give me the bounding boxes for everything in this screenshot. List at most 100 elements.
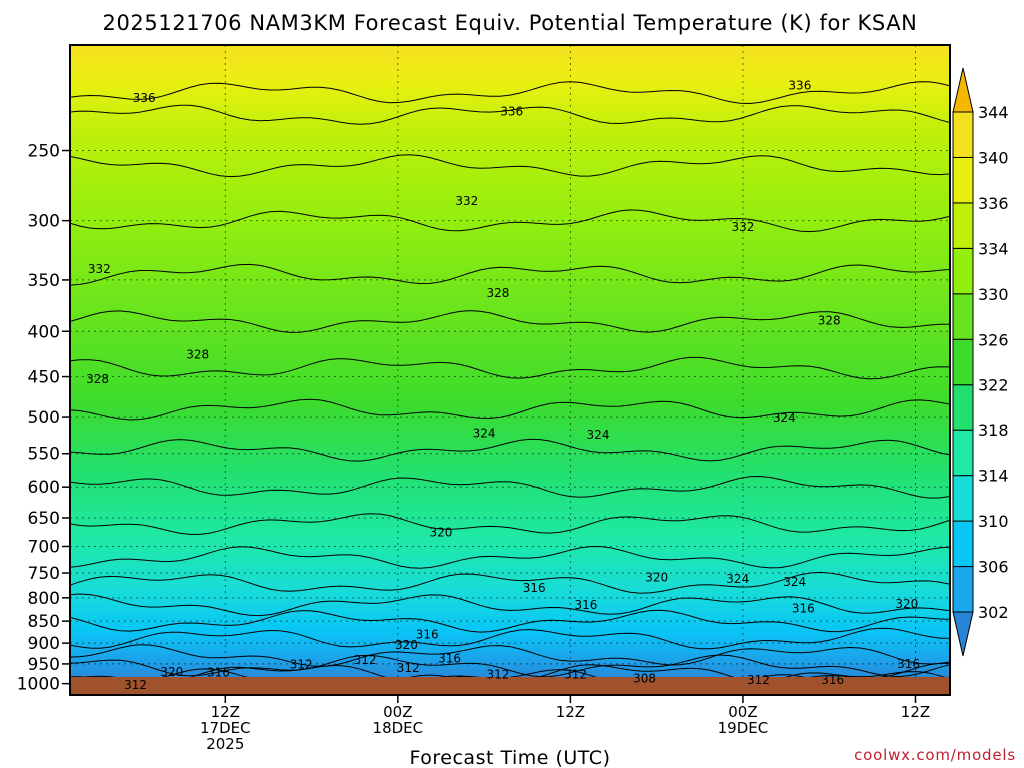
- colorbar-tick-label: 314: [978, 467, 1009, 486]
- x-axis-label: Forecast Time (UTC): [410, 747, 611, 768]
- y-tick-label: 650: [28, 509, 60, 529]
- colorbar-segment: [952, 247, 974, 295]
- contour-labels: 336 336 336 332 332 332 328 328 328 328 324 324 324 3…: [86, 78, 920, 691]
- contour-label: 320: [430, 525, 453, 539]
- contour-label: 316: [416, 627, 439, 641]
- colorbar-segment: [952, 520, 974, 568]
- y-tick-label: 600: [28, 478, 60, 498]
- contour-line: [70, 438, 950, 462]
- contour-label: 312: [124, 678, 147, 692]
- theta-e-field: [70, 45, 950, 695]
- y-tick-label: 850: [28, 612, 60, 632]
- colorbar-tick-label: 302: [978, 603, 1009, 622]
- colorbar-tick-label: 326: [978, 330, 1009, 349]
- x-tick-label: 17DEC: [200, 719, 251, 737]
- contour-label: 312: [747, 673, 770, 687]
- y-tick-label: 700: [28, 537, 60, 557]
- contour-label: 324: [473, 427, 496, 441]
- contour-label: 332: [455, 194, 478, 208]
- y-tick-label: 1000: [17, 675, 60, 695]
- contour-label: 332: [88, 262, 111, 276]
- colorbar-tick-label: 330: [978, 285, 1009, 304]
- chart-title: 2025121706 NAM3KM Forecast Equiv. Potent…: [103, 11, 918, 35]
- contour-label: 316: [207, 666, 230, 680]
- colorbar-segment: [952, 293, 974, 340]
- colorbar-segment: [952, 475, 974, 522]
- y-axis: 2503003504004505005506006507007508008509…: [17, 142, 70, 695]
- contour-label: 312: [486, 667, 509, 681]
- colorbar-segment: [952, 566, 974, 613]
- colorbar-tick-label: 344: [978, 103, 1009, 122]
- colorbar-segment: [952, 338, 974, 386]
- contour-line: [70, 356, 950, 380]
- x-tick-label: 12Z: [901, 703, 930, 721]
- contour-label: 324: [783, 575, 806, 589]
- grid-lines: [70, 45, 950, 695]
- colorbar-tick-label: 336: [978, 194, 1009, 213]
- plot-frame: [69, 44, 951, 696]
- y-tick-label: 300: [28, 212, 60, 232]
- contour-label: 336: [788, 78, 811, 92]
- contour-line: [70, 398, 950, 421]
- contour-label: 324: [773, 411, 796, 425]
- contour-line: [70, 81, 950, 105]
- y-tick-label: 450: [28, 368, 60, 388]
- contour-label: 332: [731, 220, 754, 234]
- contour-label: 336: [500, 105, 523, 119]
- x-tick-label: 19DEC: [718, 719, 769, 737]
- contour-line: [70, 654, 950, 678]
- y-tick-label: 350: [28, 271, 60, 291]
- contour-line: [70, 263, 950, 286]
- contour-line: [70, 209, 950, 233]
- colorbar-tick-label: 322: [978, 376, 1009, 395]
- colorbar-tick-label: 306: [978, 558, 1009, 577]
- contour-label: 324: [587, 428, 610, 442]
- x-tick-label: 00Z: [728, 703, 757, 721]
- credit-text: coolwx.com/models: [854, 746, 1016, 764]
- contour-label: 316: [897, 657, 920, 671]
- contour-label: 312: [290, 658, 313, 672]
- colorbar-segment: [952, 384, 974, 431]
- contour-label: 312: [564, 668, 587, 682]
- contour-label: 316: [438, 652, 461, 666]
- contour-line: [70, 571, 950, 594]
- x-tick-label: 00Z: [383, 703, 412, 721]
- x-tick-label: 18DEC: [373, 719, 424, 737]
- x-tick-label: 12Z: [211, 703, 240, 721]
- contour-line: [70, 609, 950, 633]
- contour-label: 328: [86, 372, 109, 386]
- y-tick-label: 900: [28, 634, 60, 654]
- colorbar-segment: [952, 156, 974, 204]
- plot-area: [70, 45, 950, 695]
- contour-line: [70, 644, 950, 668]
- y-tick-label: 500: [28, 408, 60, 428]
- contour-label: 316: [523, 581, 546, 595]
- contour-label: 328: [818, 314, 841, 328]
- x-tick-label: 12Z: [556, 703, 585, 721]
- y-tick-label: 950: [28, 655, 60, 675]
- colorbar-segment: [952, 202, 974, 249]
- contour-line: [70, 545, 950, 569]
- colorbar-tick-label: 340: [978, 148, 1009, 167]
- colorbar-segment: [952, 111, 974, 158]
- colorbar: 302 306 310 314 318 322 326 330 334 336 340 344: [952, 67, 1009, 657]
- contour-label: 316: [792, 601, 815, 615]
- contour-label: 316: [574, 598, 597, 612]
- contour-label: 328: [186, 348, 209, 362]
- y-tick-label: 250: [28, 142, 60, 162]
- contour-label: 320: [895, 597, 918, 611]
- contour-label: 320: [395, 638, 418, 652]
- contour-label: 320: [160, 665, 183, 679]
- contour-line: [70, 475, 950, 499]
- contour-label: 308: [633, 672, 656, 686]
- contour-line: [70, 513, 950, 535]
- contour-line: [70, 310, 950, 333]
- terrain-band: [70, 677, 950, 695]
- contour-label: 312: [354, 653, 377, 667]
- contour-line: [70, 104, 950, 125]
- colorbar-tick-label: 318: [978, 421, 1009, 440]
- colorbar-arrow-bottom: [952, 611, 974, 657]
- contour-label: 324: [726, 572, 749, 586]
